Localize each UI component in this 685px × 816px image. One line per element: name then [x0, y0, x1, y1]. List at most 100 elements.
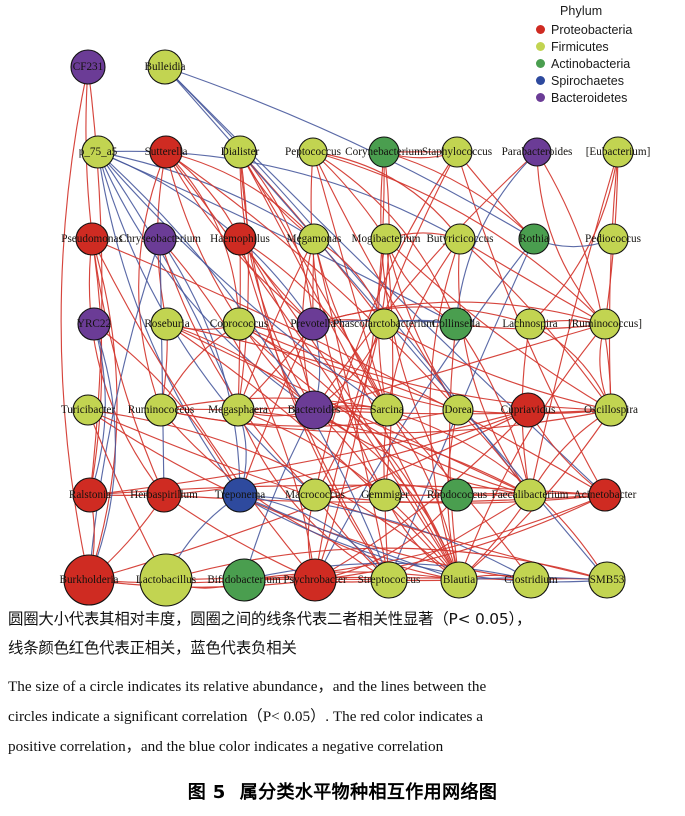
network-node-label: SMB53 [590, 574, 625, 586]
network-node[interactable] [223, 135, 257, 169]
caption-cn-line2: 线条颜色红色代表正相关，蓝色代表负相关 [8, 639, 297, 657]
network-edge [458, 323, 606, 581]
network-node-label: Collinsella [432, 318, 481, 330]
network-node[interactable] [296, 307, 330, 341]
caption-en-line1: The size of a circle indicates its relat… [8, 678, 487, 695]
network-edge [383, 323, 612, 411]
network-node[interactable] [81, 135, 115, 169]
network-node[interactable] [150, 307, 184, 341]
network-edge [165, 151, 240, 325]
network-edge [313, 323, 606, 411]
network-node-label: [Ruminococcus] [568, 318, 642, 330]
network-node[interactable] [72, 394, 104, 426]
network-node[interactable] [149, 135, 183, 169]
network-node[interactable] [602, 136, 634, 168]
network-edge [238, 323, 388, 411]
network-edge [160, 409, 460, 581]
network-edge [164, 66, 535, 240]
network-edge [97, 151, 388, 411]
network-node[interactable] [144, 393, 178, 427]
network-edge [313, 409, 531, 496]
network-node[interactable] [597, 223, 629, 255]
network-edge [165, 151, 241, 240]
network-node[interactable] [513, 478, 547, 512]
network-node-label: Megamonas [287, 233, 342, 245]
legend-swatch-icon [536, 42, 545, 51]
network-node-label: Herbaspirillum [130, 489, 198, 501]
network-node[interactable] [589, 308, 621, 340]
network-edge [383, 151, 535, 240]
legend-swatch-icon [536, 76, 545, 85]
network-edge [165, 151, 460, 581]
network-edge [97, 151, 315, 411]
network-node-label: Gemmiger [361, 489, 409, 501]
network-edge [85, 66, 165, 496]
network-node-label: Lachnospira [502, 318, 557, 330]
caption-cn-line1: 圆圈大小代表其相对丰度，圆圈之间的线条代表二者相关性显著（P< 0.05）， [8, 610, 532, 628]
network-node[interactable] [440, 478, 474, 512]
network-node[interactable] [70, 49, 106, 85]
network-node[interactable] [514, 308, 546, 340]
network-node[interactable] [588, 478, 622, 512]
network-node[interactable] [298, 137, 328, 167]
network-node-label: Ruminococcus [128, 404, 195, 416]
network-node-label: Acinetobacter [574, 489, 637, 501]
network-edge [239, 238, 388, 411]
network-node[interactable] [522, 137, 552, 167]
network-node-label: Ralstonia [69, 489, 111, 501]
network-node[interactable] [222, 477, 258, 513]
network-node[interactable] [222, 307, 256, 341]
network-edge [383, 238, 461, 496]
network-node[interactable] [293, 558, 337, 602]
network-node[interactable] [370, 393, 404, 427]
network-node[interactable] [510, 392, 546, 428]
network-node-label: Rhodococcus [427, 489, 487, 501]
network-edge [239, 238, 460, 581]
network-node[interactable] [63, 554, 115, 606]
network-edge [166, 323, 531, 496]
network-node[interactable] [146, 477, 182, 513]
network-node[interactable] [77, 307, 111, 341]
network-node[interactable] [368, 308, 400, 340]
network-node[interactable] [294, 390, 334, 430]
network-node[interactable] [368, 136, 400, 168]
network-node[interactable] [370, 561, 408, 599]
legend-swatch-icon [536, 59, 545, 68]
network-node[interactable] [444, 223, 476, 255]
network-node[interactable] [222, 558, 266, 602]
network-node-label: Oscillospira [584, 404, 638, 416]
network-node[interactable] [518, 223, 550, 255]
network-node[interactable] [368, 478, 402, 512]
figure-title-text: 属分类水平物种相互作用网络图 [239, 782, 498, 803]
network-edge [97, 151, 316, 496]
network-node[interactable] [440, 561, 478, 599]
network-node[interactable] [439, 307, 473, 341]
network-node[interactable] [221, 393, 255, 427]
network-node[interactable] [370, 223, 402, 255]
network-node-label: Staphylococcus [422, 146, 492, 158]
network-edge [314, 151, 385, 581]
network-node[interactable] [594, 393, 628, 427]
network-node[interactable] [442, 394, 474, 426]
network-node[interactable] [223, 222, 257, 256]
network-edge [97, 151, 239, 411]
network-node[interactable] [75, 222, 109, 256]
network-edge [138, 151, 167, 411]
network-node-label: Clostridium [504, 574, 558, 586]
network-node[interactable] [72, 477, 108, 513]
network-edge [239, 151, 390, 581]
network-node[interactable] [512, 561, 550, 599]
network-edge [239, 151, 315, 411]
network-node[interactable] [147, 49, 183, 85]
network-node[interactable] [139, 553, 193, 607]
network-node[interactable] [588, 561, 626, 599]
network-node[interactable] [441, 136, 473, 168]
network-node[interactable] [298, 478, 332, 512]
network-node[interactable] [298, 223, 330, 255]
network-node[interactable] [143, 222, 177, 256]
network-node-label: Psychrobacter [283, 574, 347, 586]
network-diagram: CF231 Bulleidia p_75_a5 Sutterella Dialister… [59, 4, 650, 607]
network-edge [312, 151, 606, 325]
network-node-label: Parabacteroides [502, 146, 573, 158]
network-node-label: Bulleidia [144, 61, 185, 73]
